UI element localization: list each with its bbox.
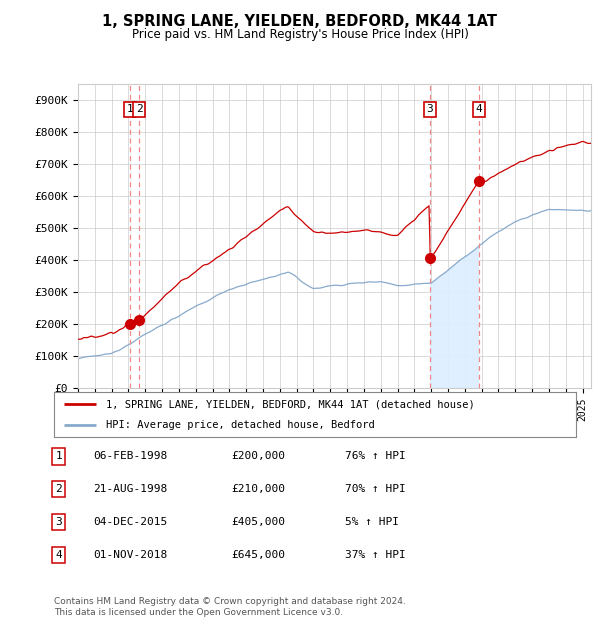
Text: 4: 4 bbox=[475, 104, 482, 114]
Text: 2: 2 bbox=[55, 484, 62, 494]
Text: 4: 4 bbox=[55, 550, 62, 560]
Text: This data is licensed under the Open Government Licence v3.0.: This data is licensed under the Open Gov… bbox=[54, 608, 343, 617]
Text: 04-DEC-2015: 04-DEC-2015 bbox=[93, 517, 167, 527]
Text: £200,000: £200,000 bbox=[231, 451, 285, 461]
Text: HPI: Average price, detached house, Bedford: HPI: Average price, detached house, Bedf… bbox=[106, 420, 375, 430]
Text: 2: 2 bbox=[136, 104, 143, 114]
Text: 1: 1 bbox=[55, 451, 62, 461]
Text: 01-NOV-2018: 01-NOV-2018 bbox=[93, 550, 167, 560]
Text: 1, SPRING LANE, YIELDEN, BEDFORD, MK44 1AT (detached house): 1, SPRING LANE, YIELDEN, BEDFORD, MK44 1… bbox=[106, 399, 475, 409]
Text: 1, SPRING LANE, YIELDEN, BEDFORD, MK44 1AT: 1, SPRING LANE, YIELDEN, BEDFORD, MK44 1… bbox=[103, 14, 497, 29]
Text: Contains HM Land Registry data © Crown copyright and database right 2024.: Contains HM Land Registry data © Crown c… bbox=[54, 597, 406, 606]
Text: 76% ↑ HPI: 76% ↑ HPI bbox=[345, 451, 406, 461]
Text: £210,000: £210,000 bbox=[231, 484, 285, 494]
Text: Price paid vs. HM Land Registry's House Price Index (HPI): Price paid vs. HM Land Registry's House … bbox=[131, 28, 469, 41]
Text: 3: 3 bbox=[427, 104, 433, 114]
Text: £645,000: £645,000 bbox=[231, 550, 285, 560]
Text: 5% ↑ HPI: 5% ↑ HPI bbox=[345, 517, 399, 527]
Text: 06-FEB-1998: 06-FEB-1998 bbox=[93, 451, 167, 461]
Text: 37% ↑ HPI: 37% ↑ HPI bbox=[345, 550, 406, 560]
Text: £405,000: £405,000 bbox=[231, 517, 285, 527]
Text: 70% ↑ HPI: 70% ↑ HPI bbox=[345, 484, 406, 494]
Text: 3: 3 bbox=[55, 517, 62, 527]
Text: 21-AUG-1998: 21-AUG-1998 bbox=[93, 484, 167, 494]
Text: 1: 1 bbox=[127, 104, 133, 114]
